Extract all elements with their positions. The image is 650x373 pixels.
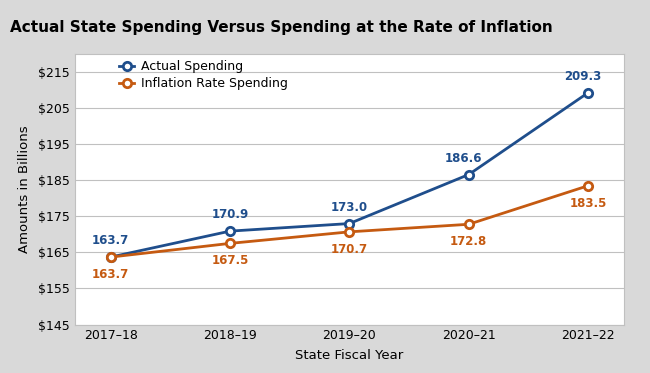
Text: 209.3: 209.3 (564, 70, 601, 83)
Text: 186.6: 186.6 (445, 152, 482, 165)
Text: 172.8: 172.8 (450, 235, 488, 248)
Text: Actual State Spending Versus Spending at the Rate of Inflation: Actual State Spending Versus Spending at… (10, 20, 552, 35)
Legend: Actual Spending, Inflation Rate Spending: Actual Spending, Inflation Rate Spending (120, 60, 287, 90)
Text: 183.5: 183.5 (569, 197, 607, 210)
Text: 170.7: 170.7 (331, 243, 368, 256)
X-axis label: State Fiscal Year: State Fiscal Year (295, 350, 404, 362)
Text: 163.7: 163.7 (92, 268, 129, 281)
Text: 170.9: 170.9 (211, 209, 248, 222)
Text: 167.5: 167.5 (211, 254, 249, 267)
Text: 173.0: 173.0 (331, 201, 368, 214)
Text: 163.7: 163.7 (92, 234, 129, 247)
Y-axis label: Amounts in Billions: Amounts in Billions (18, 125, 31, 253)
